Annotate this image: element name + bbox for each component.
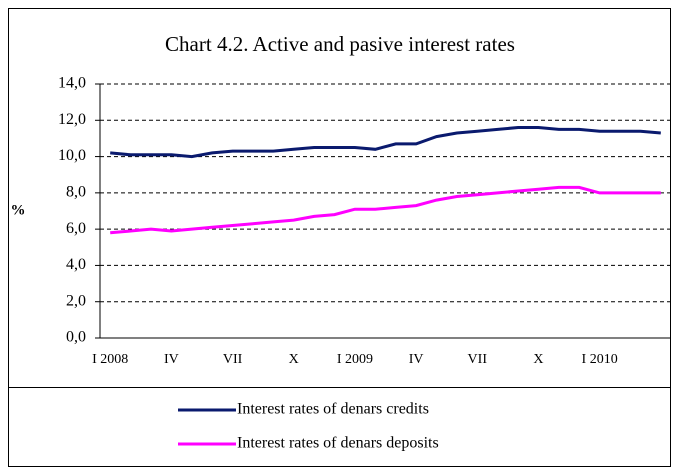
x-tick-label: X <box>533 352 543 367</box>
y-tick-label: 0,0 <box>66 329 86 346</box>
y-tick-label: 8,0 <box>66 184 86 201</box>
legend-label: Interest rates of denars credits <box>237 401 429 418</box>
x-tick-label: X <box>289 352 299 367</box>
series-line <box>110 185 661 235</box>
legend-label: Interest rates of denars deposits <box>237 435 439 452</box>
x-tick-label: I 2009 <box>337 352 373 367</box>
y-tick-label: 12,0 <box>58 111 86 128</box>
y-axis-label: % <box>11 202 26 218</box>
x-tick-label: I 2008 <box>92 352 128 367</box>
y-tick-label: 10,0 <box>58 147 86 164</box>
x-tick-label: VII <box>468 352 488 367</box>
x-tick-label: I 2010 <box>582 352 618 367</box>
y-tick-label: 6,0 <box>66 220 86 237</box>
y-tick-label: 2,0 <box>66 292 86 309</box>
chart-title: Chart 4.2. Active and pasive interest ra… <box>165 32 515 56</box>
x-tick-label: IV <box>164 352 179 367</box>
chart-frame <box>8 8 671 467</box>
y-tick-label: 4,0 <box>66 256 86 273</box>
x-tick-label: VII <box>223 352 243 367</box>
x-tick-label: IV <box>409 352 424 367</box>
y-tick-label: 14,0 <box>58 75 86 92</box>
series-line <box>110 126 661 159</box>
